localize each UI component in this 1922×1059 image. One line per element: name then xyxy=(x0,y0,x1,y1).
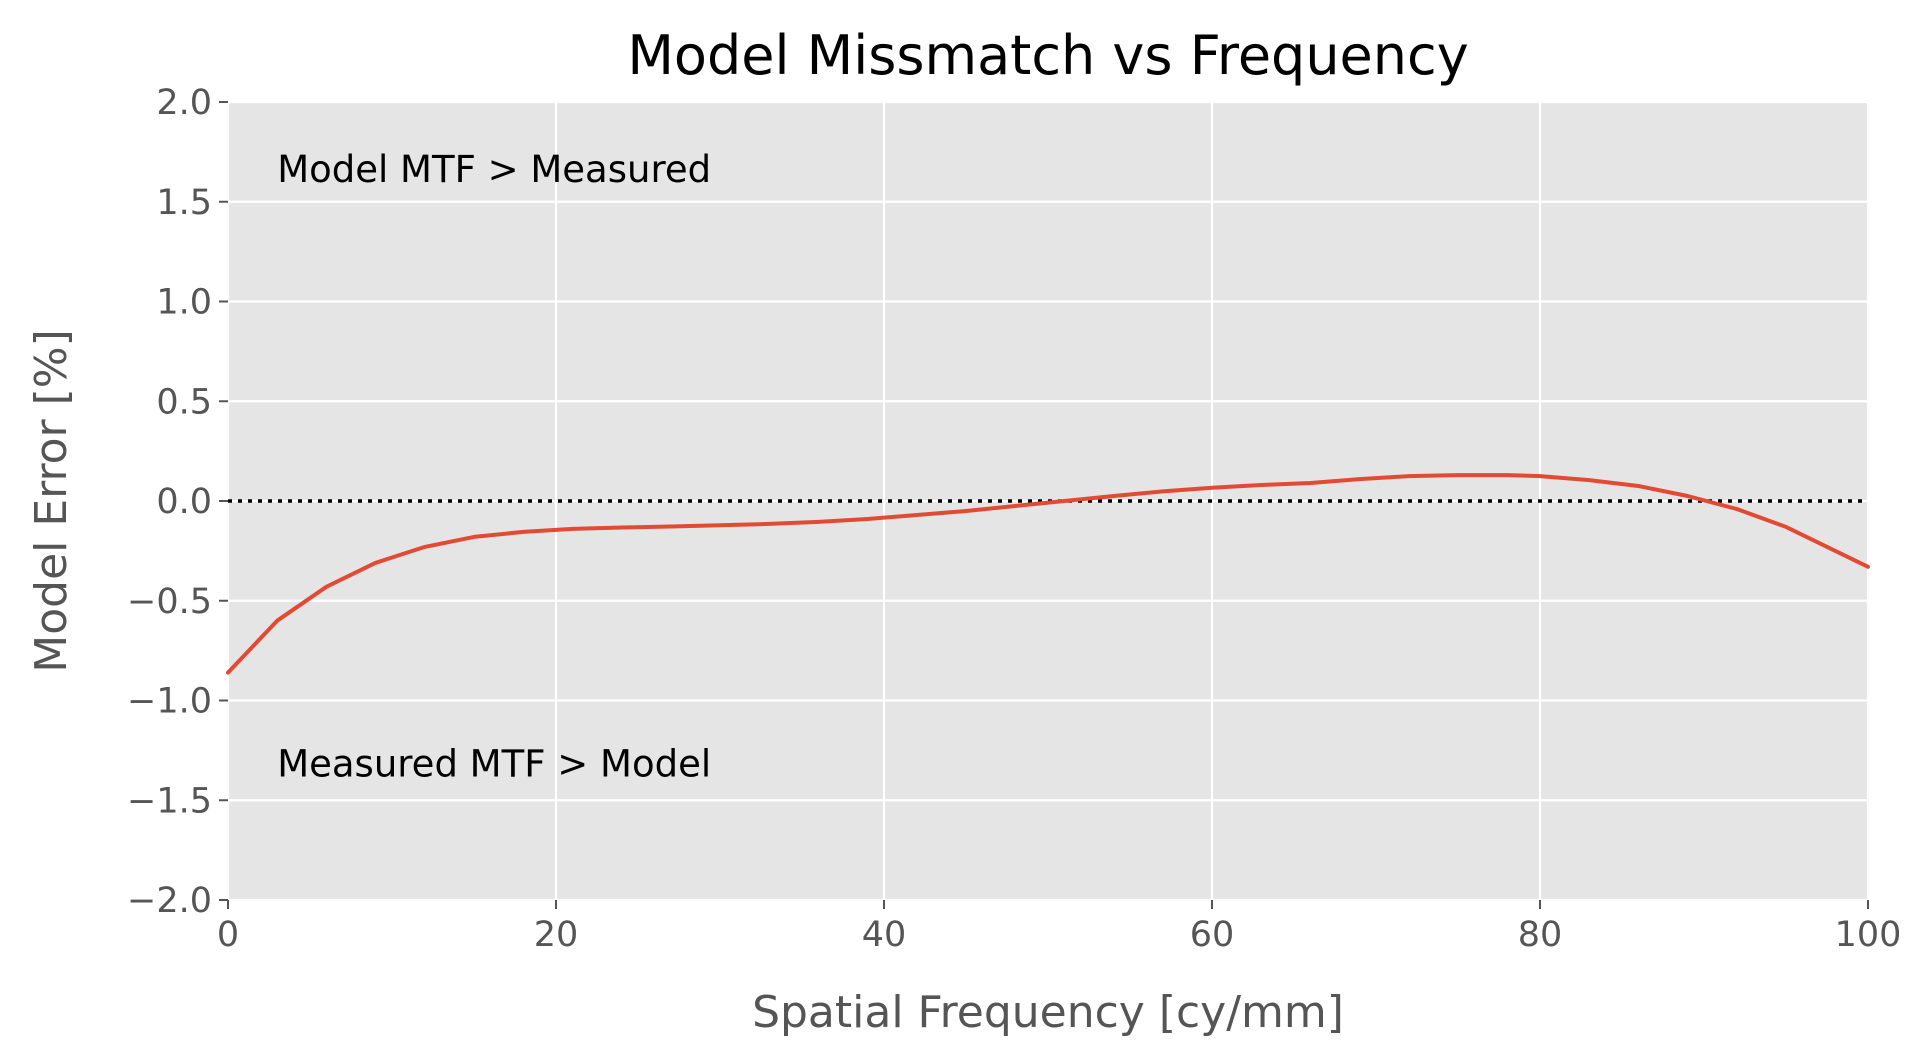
y-tick-label: −1.0 xyxy=(127,682,212,722)
x-tick-label: 80 xyxy=(1518,915,1563,955)
x-axis-label: Spatial Frequency [cy/mm] xyxy=(752,987,1344,1038)
chart-title: Model Missmatch vs Frequency xyxy=(627,24,1468,87)
y-tick-label: 0.0 xyxy=(156,482,212,522)
x-tick-label: 100 xyxy=(1835,915,1902,955)
x-tick-label: 20 xyxy=(534,915,579,955)
annotations: Model MTF > Measured Measured MTF > Model xyxy=(277,148,711,786)
y-tick-label: −0.5 xyxy=(127,582,212,622)
y-tick-label: −2.0 xyxy=(127,881,212,921)
ticks: 0 20 40 60 80 100 −2.0 −1.5 −1.0 −0.5 0.0 0.5 1.0 1.5… xyxy=(127,83,1901,955)
x-tick-label: 60 xyxy=(1190,915,1235,955)
series-group xyxy=(226,473,1870,675)
y-tick-label: 2.0 xyxy=(156,83,212,123)
annotation-model-greater: Model MTF > Measured xyxy=(277,148,711,191)
x-tick-label: 40 xyxy=(862,915,907,955)
x-tick-label: 0 xyxy=(217,915,239,955)
y-tick-label: 1.0 xyxy=(156,283,212,323)
y-tick-label: −1.5 xyxy=(127,781,212,821)
y-tick-label: 1.5 xyxy=(156,183,212,223)
model-error-line xyxy=(226,473,1870,675)
y-axis-label: Model Error [%] xyxy=(26,329,77,672)
annotation-measured-greater: Measured MTF > Model xyxy=(277,742,711,785)
y-tick-label: 0.5 xyxy=(156,382,212,422)
